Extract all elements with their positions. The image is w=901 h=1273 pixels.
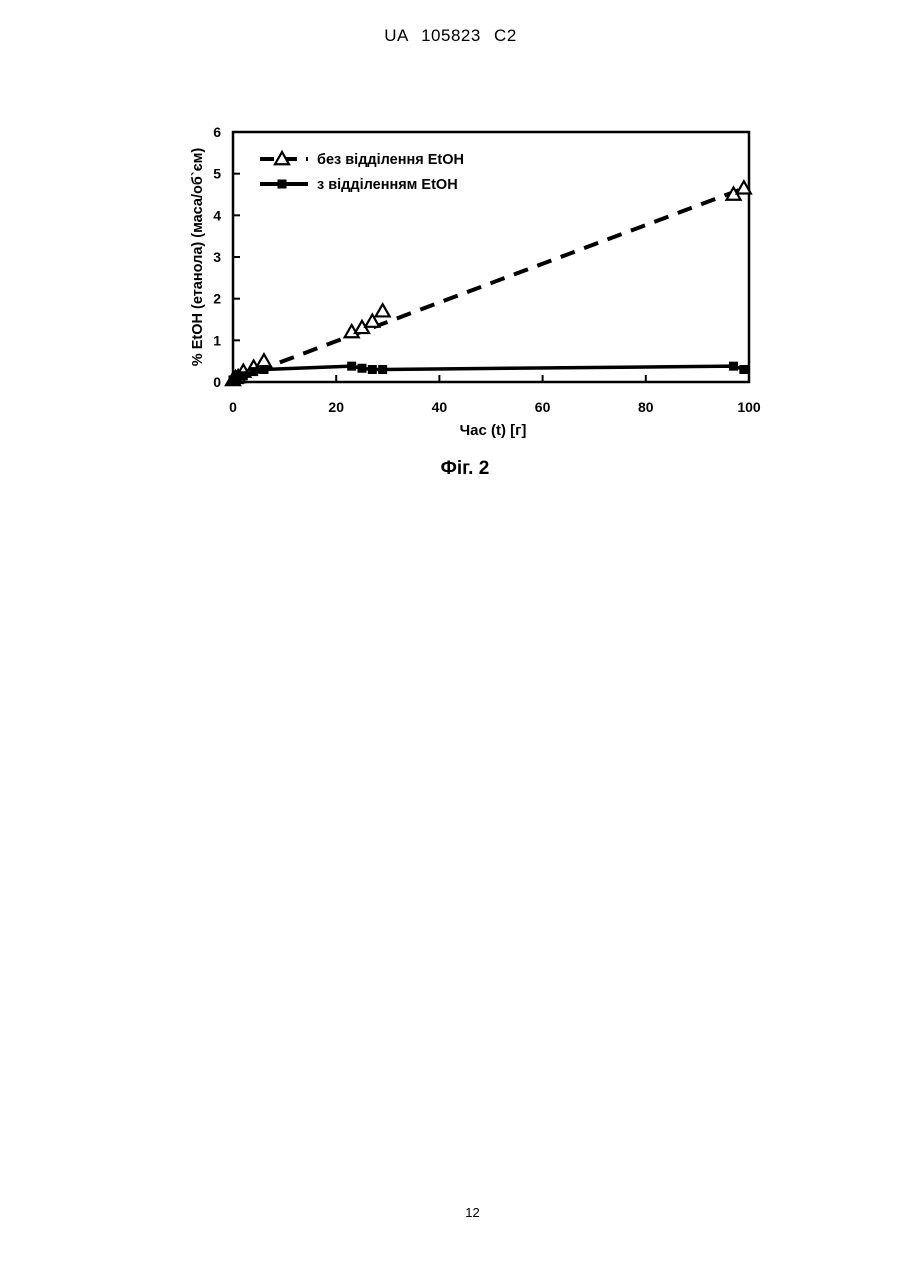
y-axis-ticks: 0 1 2 3 4 5 6: [213, 124, 240, 390]
data-point-square: [249, 367, 258, 376]
figure-caption: Фіг. 2: [330, 458, 600, 480]
legend-marker-square: [278, 180, 287, 189]
series-0: [226, 181, 751, 385]
series-line: [233, 366, 744, 380]
legend-label: з відділенням EtOH: [317, 177, 458, 193]
data-point-square: [378, 365, 387, 374]
y-axis-label: % EtOH (етанола) (маса/об`єм): [190, 148, 206, 367]
legend-entry-1: з відділенням EtOH: [260, 177, 458, 193]
y-tick-label: 5: [213, 166, 221, 182]
x-tick-label: 40: [432, 399, 448, 415]
x-tick-label: 20: [328, 399, 344, 415]
y-tick-label: 0: [213, 374, 221, 390]
x-tick-label: 60: [535, 399, 551, 415]
ethanol-concentration-chart: 0 1 2 3 4 5 6 0 20 40 60 80 100 без відділення EtOH…: [180, 115, 780, 445]
data-point-square: [739, 365, 748, 374]
data-point-square: [358, 364, 367, 373]
legend-label: без відділення EtOH: [317, 152, 464, 168]
x-axis-label: Час (t) [г]: [460, 422, 527, 439]
plot-frame: [233, 132, 749, 382]
page-number: 12: [0, 1205, 901, 1220]
data-point-square: [239, 371, 248, 380]
y-tick-label: 2: [213, 291, 221, 307]
y-tick-label: 3: [213, 249, 221, 265]
y-tick-label: 1: [213, 332, 221, 348]
series-layer: [226, 181, 751, 385]
data-point-square: [347, 362, 356, 371]
data-point-square: [259, 365, 268, 374]
legend-entry-0: без відділення EtOH: [260, 152, 464, 168]
data-point-square: [368, 365, 377, 374]
y-tick-label: 6: [213, 124, 221, 140]
x-tick-label: 0: [229, 399, 237, 415]
data-point-square: [729, 362, 738, 371]
x-tick-label: 80: [638, 399, 654, 415]
x-tick-label: 100: [737, 399, 761, 415]
document-id: UA 105823 C2: [0, 26, 901, 46]
y-tick-label: 4: [213, 207, 221, 223]
data-point-triangle: [257, 354, 271, 366]
data-point-triangle: [376, 304, 390, 316]
series-line: [233, 188, 744, 380]
legend: без відділення EtOH з відділенням EtOH: [260, 152, 464, 193]
